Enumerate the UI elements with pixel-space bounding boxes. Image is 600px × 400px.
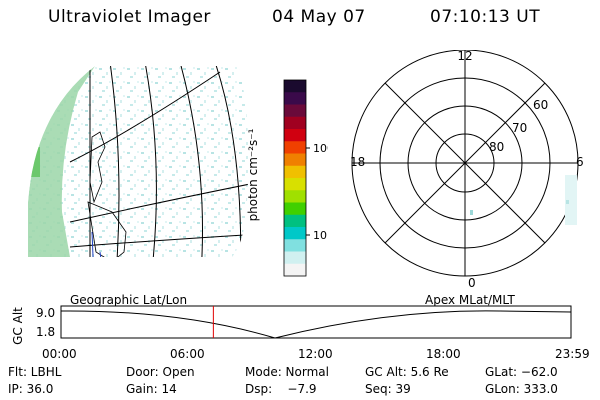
colorbar-segment [284, 165, 306, 179]
colorbar-segment [284, 153, 306, 167]
info-mode: Mode: Normal [245, 365, 329, 379]
info-door: Door: Open [126, 365, 195, 379]
colorbar-segment [284, 178, 306, 191]
info-dsp: Dsp: −7.9 [245, 382, 317, 396]
mlt-label-0: 0 [468, 276, 476, 290]
colorbar-unit-label: photon cm⁻²s⁻¹ [246, 128, 260, 222]
mlt-label-12: 12 [457, 50, 472, 63]
colorbar-segment [284, 116, 306, 130]
x-tick-0000: 00:00 [42, 347, 77, 361]
info-gain: Gain: 14 [126, 382, 177, 396]
mlat-label-70: 70 [512, 121, 527, 135]
info-seq: Seq: 39 [365, 382, 411, 396]
altitude-curve [60, 310, 572, 339]
mlt-label-6: 6 [576, 155, 584, 169]
colorbar-segment [284, 239, 306, 252]
colorbar-label-10: 10 [313, 229, 327, 242]
colorbar-segment [284, 80, 306, 93]
colorbar-segment [284, 214, 306, 228]
colorbar: 100 10 [283, 79, 328, 277]
x-tick-1800: 18:00 [426, 347, 461, 361]
timeline-frame [60, 305, 572, 339]
y-tick-9: 9.0 [36, 306, 56, 320]
info-gc-alt: GC Alt: 5.6 Re [365, 365, 449, 379]
info-flt: Flt: LBHL [8, 365, 62, 379]
header: Ultraviolet Imager 04 May 07 07:10:13 UT [0, 0, 600, 34]
x-tick-0600: 06:00 [170, 347, 205, 361]
colorbar-label-100: 100 [313, 142, 328, 155]
colorbar-segment [284, 251, 306, 265]
colorbar-segment [284, 104, 306, 118]
colorbar-segment [284, 202, 306, 216]
geographic-image [28, 66, 249, 257]
colorbar-segment [284, 92, 306, 105]
x-tick-1200: 12:00 [298, 347, 333, 361]
colorbar-segment [284, 263, 306, 277]
colorbar-segment [284, 129, 306, 142]
colorbar-segment [284, 190, 306, 203]
mlat-label-80: 80 [489, 140, 504, 154]
colorbar-frame [283, 79, 307, 277]
colorbar-segment [284, 141, 306, 154]
timeline-panel [60, 305, 572, 339]
timeline-left-label: Geographic Lat/Lon [70, 293, 188, 307]
info-glon: GLon: 333.0 [485, 382, 558, 396]
info-glat: GLat: −62.0 [485, 365, 558, 379]
y-tick-1-8: 1.8 [36, 325, 56, 339]
info-ip: IP: 36.0 [8, 382, 54, 396]
mlat-label-60: 60 [533, 98, 548, 112]
timeline-right-label: Apex MLat/MLT [425, 293, 515, 307]
date-label: 04 May 07 [272, 7, 366, 27]
colorbar-segment [284, 227, 306, 240]
gc-alt-axis-label: GC Alt [11, 307, 25, 345]
instrument-title: Ultraviolet Imager [48, 7, 211, 27]
colorbar-gradient [284, 80, 306, 277]
mlt-label-18: 18 [350, 155, 365, 169]
polar-plot: 12 18 6 0 60 70 80 [350, 50, 584, 290]
time-label: 07:10:13 UT [430, 7, 541, 27]
x-tick-2359: 23:59 [555, 347, 590, 361]
